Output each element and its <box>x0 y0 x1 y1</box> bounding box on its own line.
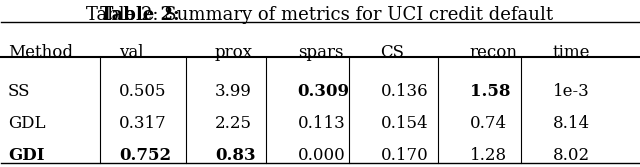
Text: Table 2:: Table 2: <box>100 6 180 24</box>
Text: 0.505: 0.505 <box>119 83 167 100</box>
Text: 2.25: 2.25 <box>215 115 252 132</box>
Text: prox: prox <box>215 44 253 61</box>
Text: CS: CS <box>381 44 404 61</box>
Text: GDI: GDI <box>8 147 44 164</box>
Text: 0.752: 0.752 <box>119 147 172 164</box>
Text: 1.28: 1.28 <box>470 147 507 164</box>
Text: 0.83: 0.83 <box>215 147 255 164</box>
Text: 0.170: 0.170 <box>381 147 428 164</box>
Text: GDL: GDL <box>8 115 45 132</box>
Text: 1.58: 1.58 <box>470 83 510 100</box>
Text: Method: Method <box>8 44 73 61</box>
Text: 0.154: 0.154 <box>381 115 428 132</box>
Text: recon: recon <box>470 44 518 61</box>
Text: 1e-3: 1e-3 <box>552 83 589 100</box>
Text: val: val <box>119 44 144 61</box>
Text: 8.02: 8.02 <box>552 147 589 164</box>
Text: 3.99: 3.99 <box>215 83 252 100</box>
Text: 0.113: 0.113 <box>298 115 346 132</box>
Text: spars: spars <box>298 44 343 61</box>
Text: Table 2: Summary of metrics for UCI credit default: Table 2: Summary of metrics for UCI cred… <box>86 6 554 24</box>
Text: 0.309: 0.309 <box>298 83 349 100</box>
Text: 8.14: 8.14 <box>552 115 589 132</box>
Text: time: time <box>552 44 590 61</box>
Text: 0.136: 0.136 <box>381 83 428 100</box>
Text: 0.74: 0.74 <box>470 115 507 132</box>
Text: SS: SS <box>8 83 30 100</box>
Text: 0.317: 0.317 <box>119 115 167 132</box>
Text: 0.000: 0.000 <box>298 147 346 164</box>
